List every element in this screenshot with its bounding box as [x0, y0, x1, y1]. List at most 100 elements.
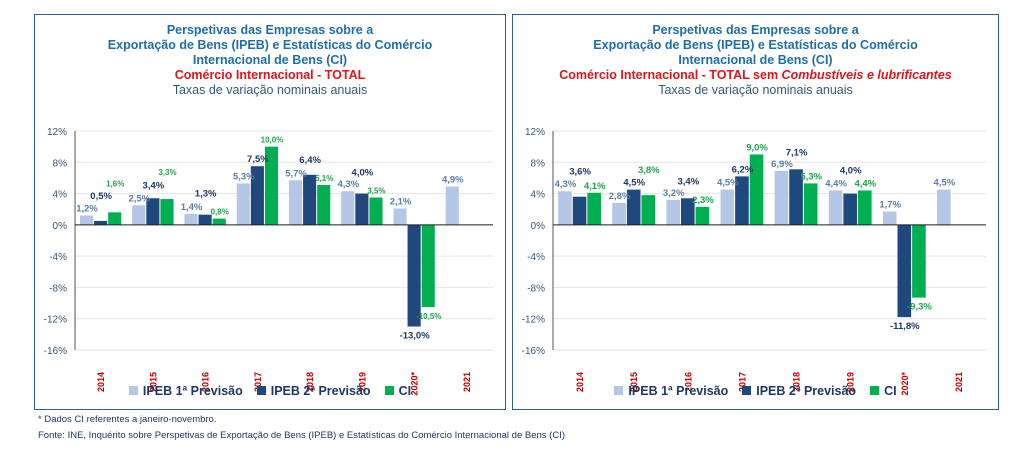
legend: IPEB 1ª Previsão IPEB 2ª Previsão CI: [513, 384, 998, 398]
bar-ipeb1-2015: [612, 202, 626, 225]
bar-ci-2015: [160, 199, 174, 225]
y-tick-label: -4%: [527, 252, 545, 263]
legend-item-ci: CI: [870, 384, 897, 398]
data-label: -11,8%: [890, 321, 920, 332]
bar-ipeb1-2020*: [393, 208, 407, 225]
bar-ipeb1-2017: [720, 189, 735, 225]
bar-ipeb1-2021: [445, 186, 459, 225]
x-tick-label: 2016: [201, 372, 211, 392]
title-line: Internacional de Bens (CI): [678, 53, 833, 67]
y-tick-label: -12%: [44, 315, 67, 326]
title-line: Internacional de Bens (CI): [192, 53, 348, 67]
x-tick-label: 2015: [629, 372, 639, 392]
legend-label: CI: [398, 384, 412, 398]
legend-label: CI: [884, 384, 897, 398]
x-tick-label: 2021: [462, 372, 472, 392]
bar-ci-2019: [369, 197, 383, 225]
bar-ipeb1-2014: [558, 191, 572, 225]
data-label: 6,4%: [299, 155, 321, 166]
data-label: 5,3%: [800, 171, 822, 182]
bar-ipeb1-2014: [79, 215, 94, 225]
subtitle-italic: Combustíveis e lubrificantes: [781, 68, 952, 82]
y-tick-label: -16%: [522, 346, 545, 357]
y-tick-label: -16%: [44, 346, 67, 357]
data-label: 0,5%: [90, 191, 112, 202]
x-tick-label: 2020*: [900, 372, 910, 396]
bar-ipeb2-2016: [198, 214, 212, 225]
x-tick-label: 2014: [96, 372, 106, 392]
chart-panel-total: Perspetivas das Empresas sobre a Exporta…: [34, 14, 506, 410]
legend-label: IPEB 2ª Previsão: [756, 384, 857, 398]
x-tick-label: 2019: [846, 372, 856, 392]
data-label: 1,2%: [76, 203, 98, 214]
legend-swatch: [128, 386, 138, 395]
bar-ipeb2-2015: [146, 198, 160, 225]
data-label: 1,3%: [195, 189, 217, 200]
x-tick-label: 2018: [305, 372, 315, 392]
x-tick-label: 2020*: [410, 372, 420, 396]
data-label: 7,5%: [247, 154, 269, 165]
y-tick-label: -8%: [49, 283, 67, 294]
title-line: Exportação de Bens (IPEB) e Estatísticas…: [593, 38, 918, 52]
title-line: Exportação de Bens (IPEB) e Estatísticas…: [107, 38, 433, 52]
data-label: 1,6%: [106, 179, 124, 188]
data-label: 4,5%: [933, 178, 955, 189]
data-label: 3,4%: [677, 176, 699, 187]
x-tick-label: 2017: [737, 372, 747, 392]
legend-item-ipeb2: IPEB 2ª Previsão: [256, 384, 371, 398]
legend-label: IPEB 2ª Previsão: [270, 384, 371, 398]
bar-ci-2019: [857, 190, 872, 225]
bar-ipeb2-2020*: [407, 224, 421, 327]
subtitle-text: Comércio Internacional - TOTAL: [174, 68, 366, 82]
chart-subtitle: Comércio Internacional - TOTAL sem Combu…: [513, 68, 998, 83]
bar-ipeb1-2016: [184, 213, 198, 225]
data-label: 4,3%: [555, 179, 577, 190]
bar-ci-2014: [108, 212, 122, 225]
data-label: 2,5%: [128, 193, 150, 204]
data-label: 3,2%: [663, 188, 685, 199]
bar-ci-2017: [749, 154, 764, 225]
y-tick-label: 0%: [531, 221, 546, 232]
bar-ipeb1-2018: [288, 180, 303, 225]
y-tick-label: 12%: [47, 127, 67, 138]
chart-title: Perspetivas das Empresas sobre a Exporta…: [35, 23, 505, 98]
y-tick-label: 4%: [53, 190, 68, 201]
data-label: 3,3%: [158, 168, 176, 177]
data-label: 10,0%: [261, 136, 284, 145]
chart-note: Taxas de variação nominais anuais: [172, 83, 368, 97]
title-line: Perspetivas das Empresas sobre a: [652, 23, 859, 37]
bar-ipeb1-2017: [236, 183, 250, 225]
bar-ipeb2-2018: [303, 174, 317, 225]
data-label: 4,5%: [623, 178, 645, 189]
data-label: 1,4%: [181, 202, 203, 213]
y-tick-label: 8%: [531, 158, 546, 169]
y-tick-label: 8%: [53, 158, 68, 169]
chart-note: Taxas de variação nominais anuais: [658, 83, 853, 97]
bar-ipeb1-2019: [828, 190, 843, 225]
data-label: 4,3%: [337, 179, 359, 190]
data-label: 4,5%: [717, 178, 739, 189]
data-label: 4,4%: [854, 178, 876, 189]
bar-ipeb2-2018: [789, 169, 803, 225]
data-label: 0,8%: [211, 208, 229, 217]
x-tick-label: 2015: [148, 372, 158, 392]
data-label: 7,1%: [786, 147, 808, 158]
y-tick-label: 12%: [525, 127, 545, 138]
x-tick-label: 2018: [792, 372, 802, 392]
footnote-source: Fonte: INE, Inquérito sobre Perspetivas …: [38, 430, 565, 441]
legend-swatch: [614, 386, 624, 395]
legend-item-ci: CI: [384, 384, 412, 398]
x-tick-label: 2019: [357, 372, 367, 392]
legend-swatch: [870, 386, 880, 395]
data-label: 2,1%: [390, 196, 412, 207]
bar-ci-2018: [317, 184, 331, 225]
y-tick-label: -12%: [522, 315, 545, 326]
bar-ipeb2-2019: [843, 193, 857, 225]
chart-panel-excl-fuels: Perspetivas das Empresas sobre a Exporta…: [512, 14, 999, 410]
bar-ipeb2-2019: [355, 193, 369, 225]
legend-item-ipeb2: IPEB 2ª Previsão: [742, 384, 856, 398]
bar-ci-2016: [695, 206, 710, 225]
title-line: Perspetivas das Empresas sobre a: [166, 23, 374, 37]
bar-ipeb1-2015: [132, 205, 146, 225]
data-label: 6,2%: [732, 164, 754, 175]
